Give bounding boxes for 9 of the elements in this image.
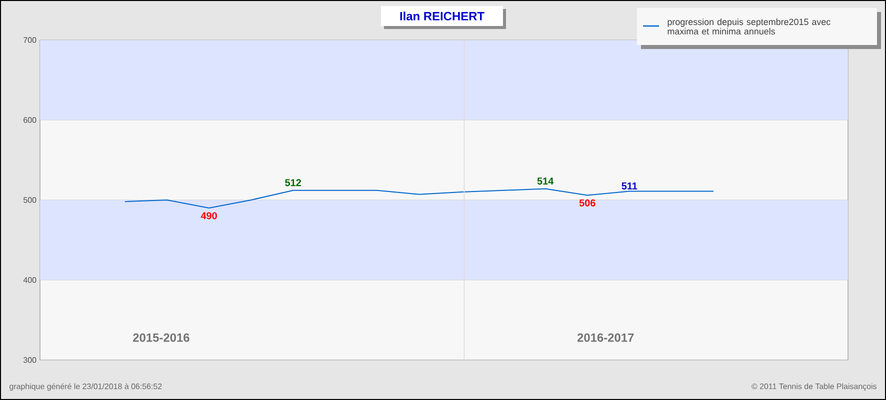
annotation: 2016-2017 <box>577 333 634 342</box>
data-label: 506 <box>579 199 596 206</box>
legend-label: progression depuis septembre2015 avec maxima et minima annuels <box>668 18 830 35</box>
data-label: 512 <box>285 179 301 186</box>
data-label: 490 <box>200 212 217 220</box>
data-label: 511 <box>622 182 638 190</box>
data-label: 514 <box>537 178 554 185</box>
chart-title: Ilan REICHERT <box>400 12 484 20</box>
annotation: 2015-2016 <box>133 333 190 342</box>
